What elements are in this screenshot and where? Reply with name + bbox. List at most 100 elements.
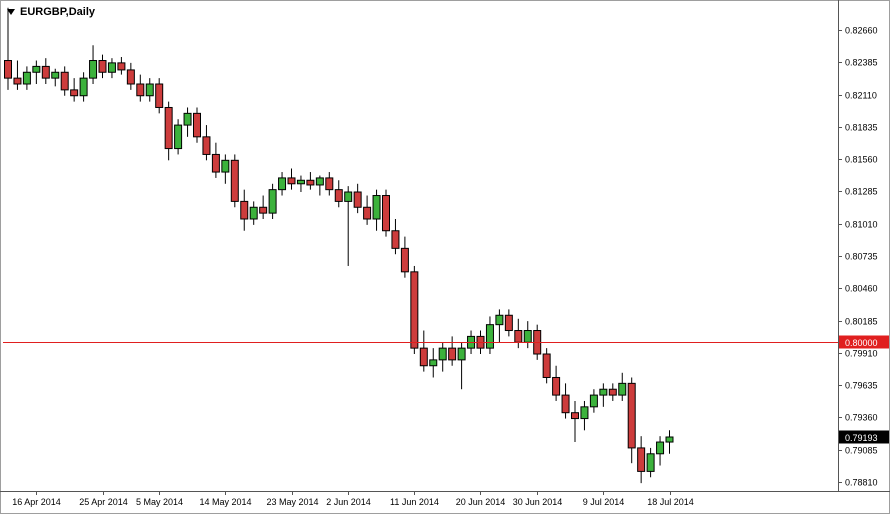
time-tick-label: 18 Jul 2014 bbox=[647, 497, 694, 507]
candle bbox=[438, 347, 447, 361]
candle bbox=[400, 247, 409, 273]
candle bbox=[98, 60, 107, 73]
candle bbox=[589, 394, 598, 408]
price-tick-label: 0.81010 bbox=[845, 220, 878, 230]
axes-layer bbox=[0, 0, 890, 492]
time-tick-label: 5 May 2014 bbox=[136, 497, 183, 507]
candle bbox=[117, 62, 126, 71]
candle bbox=[4, 60, 12, 79]
candles-layer bbox=[4, 7, 674, 484]
candle bbox=[429, 359, 438, 367]
candle bbox=[637, 447, 646, 472]
time-tick-label: 20 Jun 2014 bbox=[456, 497, 506, 507]
candle bbox=[287, 177, 296, 185]
candle bbox=[126, 69, 135, 85]
candle bbox=[164, 106, 173, 150]
candle bbox=[202, 136, 211, 155]
candle bbox=[145, 83, 154, 97]
candle bbox=[70, 89, 79, 97]
candle bbox=[608, 388, 617, 396]
time-tick-label: 16 Apr 2014 bbox=[12, 497, 61, 507]
price-tick-label: 0.78810 bbox=[845, 478, 878, 488]
candle bbox=[22, 71, 31, 85]
candle bbox=[344, 191, 353, 202]
candle bbox=[542, 353, 551, 378]
candle bbox=[155, 83, 164, 108]
symbol-timeframe-text: EURGBP,Daily bbox=[20, 6, 95, 18]
hline-price-flag-label: 0.80000 bbox=[845, 338, 878, 348]
price-tick-label: 0.79635 bbox=[845, 381, 878, 391]
time-tick-label: 2 Jun 2014 bbox=[326, 497, 371, 507]
candle bbox=[306, 179, 315, 186]
price-tick-label: 0.80460 bbox=[845, 284, 878, 294]
time-tick-label: 30 Jun 2014 bbox=[513, 497, 563, 507]
candle bbox=[89, 60, 98, 79]
candle bbox=[193, 112, 201, 138]
price-tick-label: 0.79085 bbox=[845, 446, 878, 456]
price-tick-label: 0.81835 bbox=[845, 123, 878, 133]
candle bbox=[325, 177, 334, 191]
candle bbox=[174, 124, 183, 150]
candle bbox=[221, 159, 230, 173]
candle bbox=[627, 382, 636, 449]
horizontal-line-object[interactable]: 0.80000 bbox=[3, 335, 889, 349]
candle bbox=[136, 83, 145, 97]
price-tick-label: 0.81560 bbox=[845, 155, 878, 165]
price-tick-label: 0.82660 bbox=[845, 26, 878, 36]
candle bbox=[618, 382, 627, 396]
symbol-dropdown-icon[interactable] bbox=[7, 9, 15, 15]
price-tick-label: 0.80185 bbox=[845, 317, 878, 327]
candle bbox=[495, 314, 504, 326]
time-tick-label: 14 May 2014 bbox=[199, 497, 251, 507]
candle bbox=[363, 206, 372, 220]
bid-price-flag-group: 0.79193 bbox=[839, 430, 889, 444]
candle bbox=[419, 347, 428, 367]
candle bbox=[448, 347, 457, 361]
candle bbox=[485, 324, 494, 349]
price-tick-label: 0.81285 bbox=[845, 187, 878, 197]
candle bbox=[183, 112, 192, 126]
price-tick-label: 0.82110 bbox=[845, 91, 877, 101]
candle bbox=[51, 71, 60, 79]
candle bbox=[410, 271, 419, 349]
candle bbox=[646, 453, 655, 472]
price-axis: 0.82660 0.82385 0.82110 0.81835 0.81560 0.812… bbox=[838, 26, 878, 488]
candle bbox=[353, 191, 362, 208]
candle bbox=[211, 153, 220, 173]
symbol-timeframe-label[interactable]: EURGBP,Daily bbox=[7, 6, 95, 18]
candle bbox=[278, 177, 287, 191]
candle bbox=[334, 189, 343, 202]
candle bbox=[599, 388, 608, 396]
candle bbox=[259, 206, 268, 214]
candle bbox=[79, 77, 88, 97]
candle bbox=[504, 314, 513, 332]
candle bbox=[60, 71, 69, 91]
time-axis: 16 Apr 2014 25 Apr 2014 5 May 2014 14 May 2… bbox=[12, 491, 694, 507]
time-tick-label: 11 Jun 2014 bbox=[390, 497, 439, 507]
candle bbox=[523, 330, 532, 343]
bid-price-flag-label: 0.79193 bbox=[845, 433, 878, 443]
candle bbox=[656, 441, 665, 455]
candle bbox=[514, 330, 523, 343]
candle bbox=[665, 436, 674, 443]
candle bbox=[561, 394, 570, 414]
time-tick-label: 25 Apr 2014 bbox=[79, 497, 128, 507]
candle bbox=[107, 62, 116, 73]
hline-price-flag bbox=[839, 335, 889, 349]
candle bbox=[580, 406, 589, 420]
price-tick-label: 0.82385 bbox=[845, 58, 878, 68]
candle bbox=[268, 189, 277, 214]
time-tick-label: 23 May 2014 bbox=[266, 497, 318, 507]
candle bbox=[382, 195, 390, 232]
candle bbox=[32, 65, 41, 73]
candle bbox=[230, 159, 239, 202]
candle bbox=[249, 206, 258, 220]
price-tick-label: 0.79360 bbox=[845, 413, 878, 423]
candle bbox=[296, 179, 305, 185]
price-tick-label: 0.79910 bbox=[845, 349, 878, 359]
candle bbox=[457, 347, 466, 361]
candle bbox=[315, 177, 324, 186]
candle bbox=[391, 230, 400, 249]
